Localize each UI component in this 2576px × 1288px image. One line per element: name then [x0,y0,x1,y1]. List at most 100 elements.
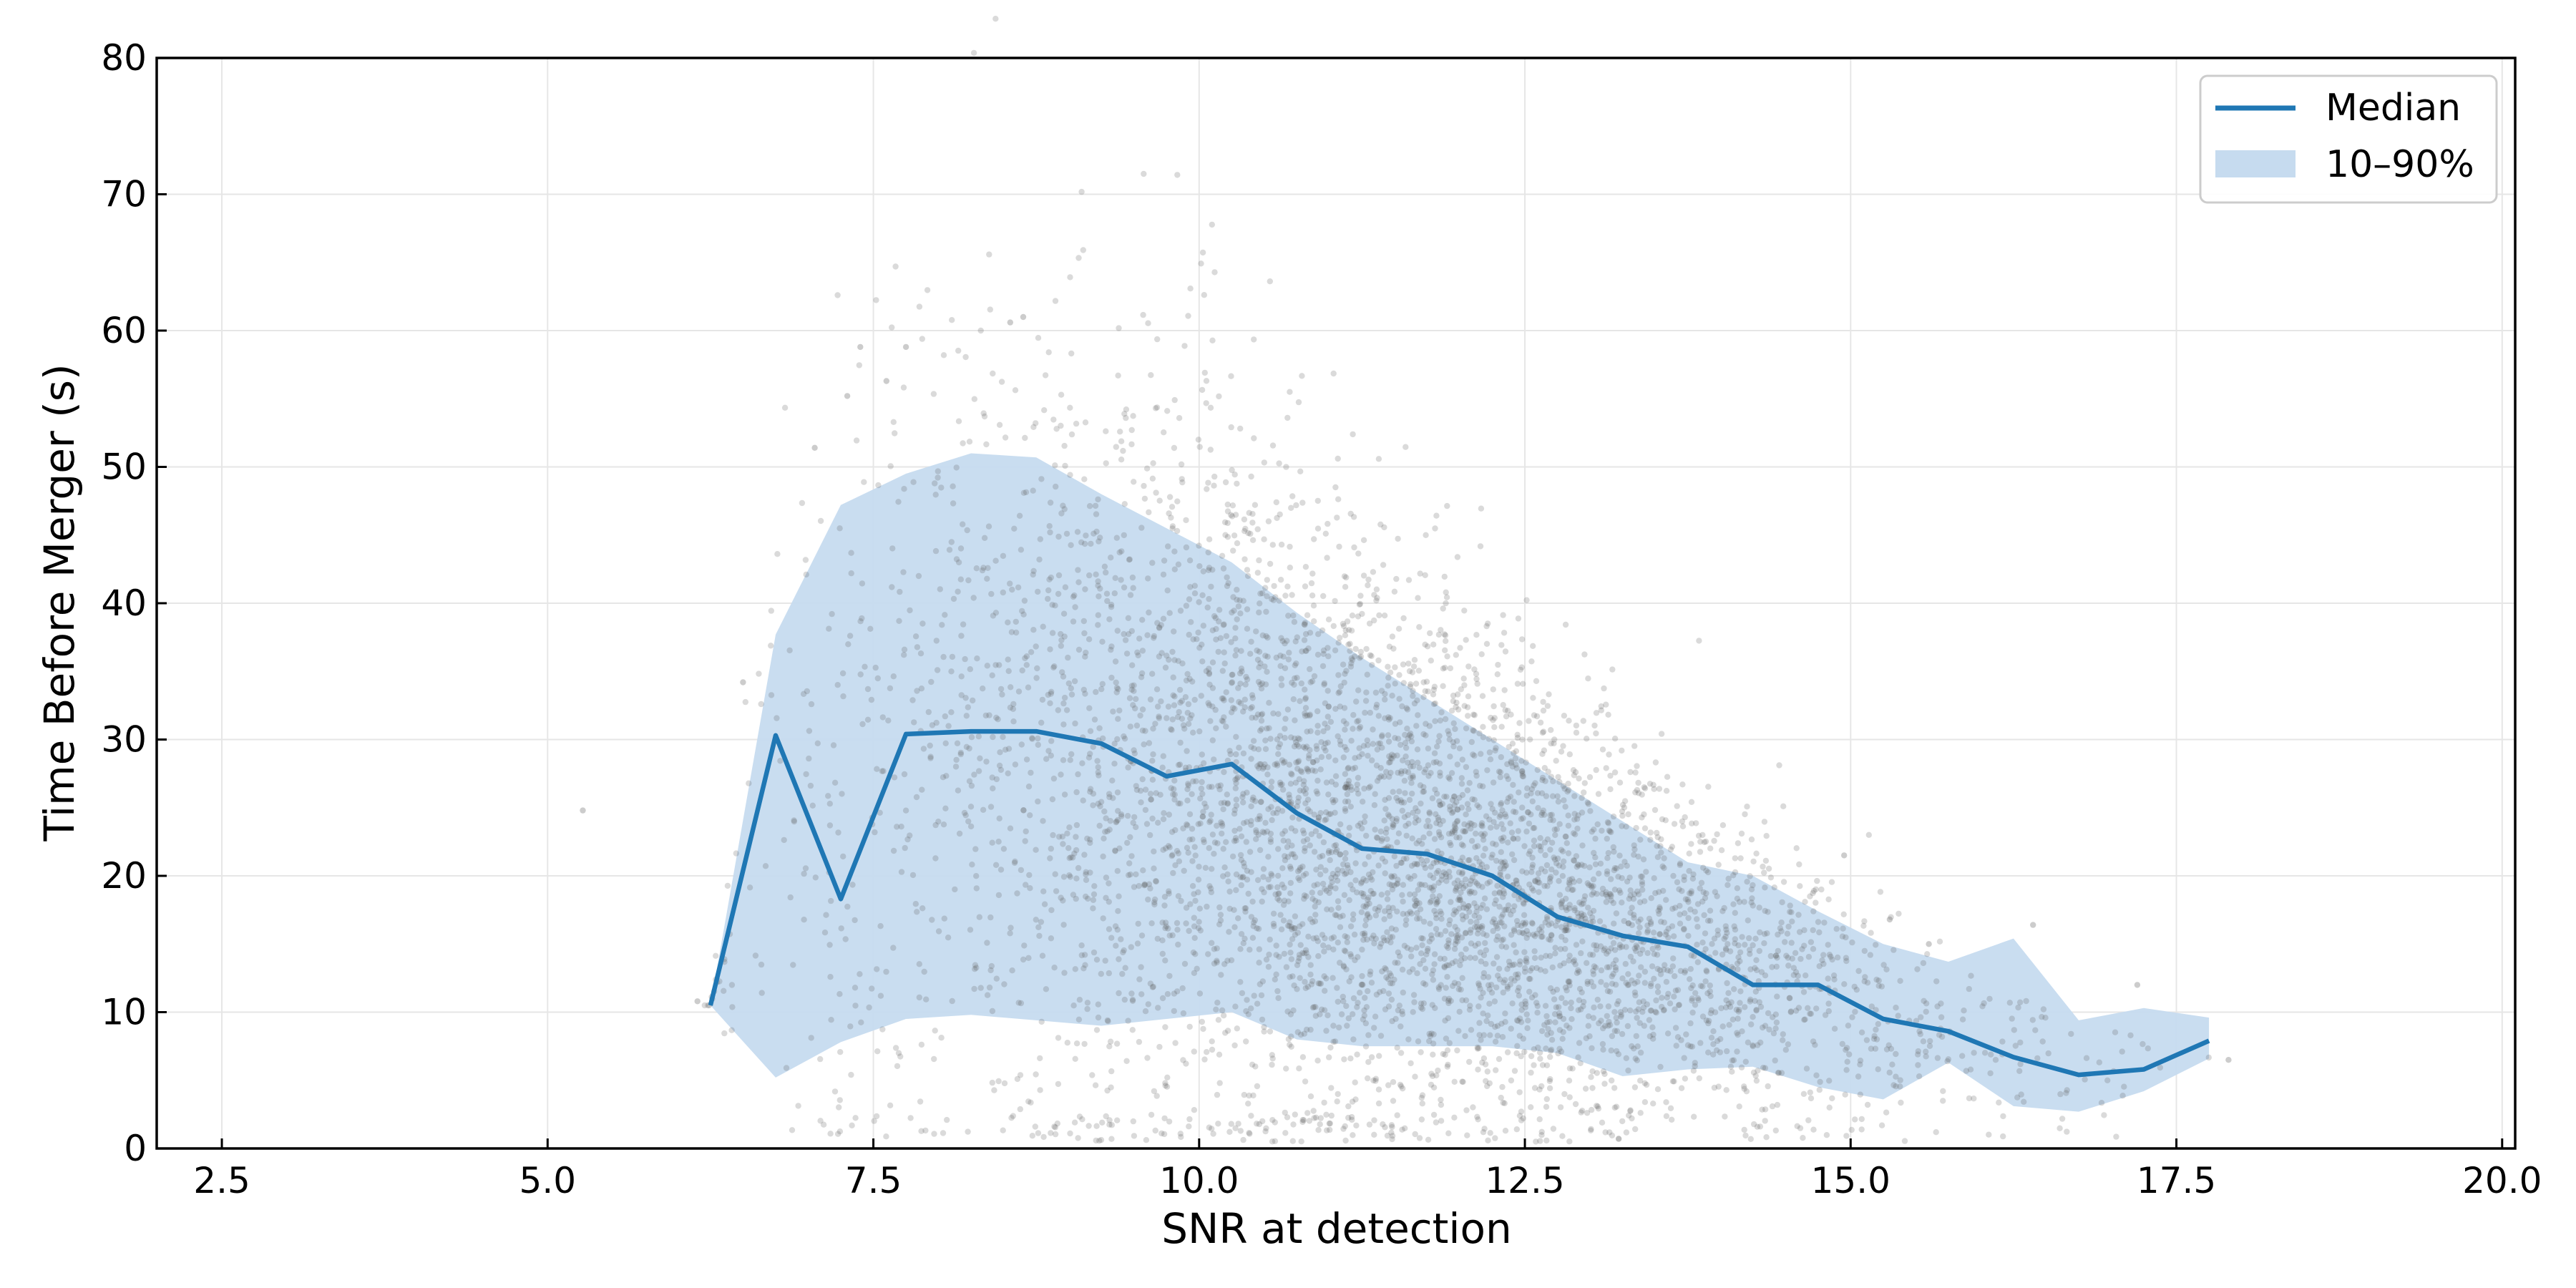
scatter-point [1574,862,1581,868]
scatter-point [1778,919,1785,926]
scatter-point [911,719,917,726]
scatter-point [1747,996,1754,1003]
scatter-point [1332,773,1340,779]
scatter-point [1232,625,1239,631]
scatter-point [1651,975,1657,982]
scatter-point [1327,883,1334,889]
scatter-point [1025,784,1033,790]
scatter-point [1290,1121,1297,1128]
scatter-point [1253,827,1259,834]
scatter-point [1466,857,1473,864]
scatter-point [1185,781,1191,787]
scatter-point [1479,823,1485,829]
scatter-point [1566,1094,1573,1101]
scatter-point [1477,949,1484,956]
scatter-point [1153,878,1159,885]
scatter-point [1095,582,1101,589]
scatter-point [1160,753,1167,759]
scatter-point [1757,1003,1765,1010]
scatter-point [1311,882,1317,889]
scatter-point [1749,895,1755,902]
scatter-point [1619,823,1625,829]
scatter-point [1352,877,1359,884]
scatter-point [2006,1000,2013,1006]
scatter-point [1050,831,1056,839]
scatter-point [1389,816,1396,822]
scatter-point [1345,641,1352,648]
scatter-point [1349,613,1356,619]
scatter-point [1117,429,1123,435]
scatter-point [1118,438,1125,444]
scatter-point [1297,975,1303,982]
scatter-point [1213,725,1219,731]
scatter-point [1692,990,1699,997]
scatter-point [1239,990,1246,997]
scatter-point [1626,895,1632,902]
scatter-point [1164,1074,1171,1081]
scatter-point [1511,836,1517,842]
scatter-point [1100,735,1106,742]
scatter-point [1551,740,1557,747]
scatter-point [1155,819,1161,826]
scatter-point [1529,965,1536,972]
scatter-point [1502,977,1508,983]
scatter-point [1206,670,1213,676]
scatter-point [1443,878,1450,884]
scatter-point [1138,932,1146,939]
scatter-point [1364,912,1371,919]
scatter-point [1257,761,1263,768]
scatter-point [1420,1000,1428,1007]
scatter-point [1734,885,1741,892]
scatter-point [1299,1054,1307,1060]
scatter-point [1695,997,1702,1003]
scatter-point [1746,935,1752,942]
scatter-point [1228,373,1234,379]
scatter-point [1382,796,1388,804]
scatter-point [1437,769,1443,776]
scatter-point [1342,871,1348,877]
scatter-point [1430,1031,1437,1038]
scatter-point [1533,930,1541,937]
scatter-point [1405,769,1412,776]
scatter-point [1408,738,1415,745]
scatter-point [1199,386,1206,394]
scatter-point [1471,900,1478,907]
scatter-point [1064,1040,1071,1046]
scatter-point [1340,1126,1347,1132]
scatter-point [941,915,948,922]
scatter-point [1282,1109,1289,1116]
scatter-point [1659,995,1665,1001]
scatter-point [1317,864,1324,870]
scatter-point [1401,942,1408,949]
scatter-point [1058,643,1065,649]
scatter-point [1279,786,1287,793]
scatter-point [1485,1013,1491,1019]
scatter-point [1058,510,1065,517]
scatter-point [1075,255,1082,261]
scatter-point [1149,776,1156,783]
scatter-point [1262,737,1269,744]
scatter-point [1402,1125,1408,1132]
scatter-point [1538,929,1545,935]
scatter-point [1544,703,1551,709]
scatter-point [1765,909,1771,915]
scatter-point [1531,782,1537,789]
scatter-point [1555,1050,1561,1057]
scatter-point [1060,922,1067,928]
scatter-point [1263,1125,1269,1132]
scatter-point [1347,510,1354,517]
scatter-point [1048,738,1055,744]
scatter-point [1352,1079,1358,1085]
scatter-point [1831,1025,1838,1032]
scatter-point [781,404,789,411]
scatter-point [1224,791,1231,798]
scatter-point [1518,816,1525,822]
scatter-point [1341,705,1348,711]
scatter-point [1410,663,1418,670]
scatter-point [873,297,879,303]
scatter-point [1888,914,1894,920]
scatter-point [1008,629,1015,635]
scatter-point [1792,1008,1800,1014]
scatter-point [1535,879,1541,886]
scatter-point [1298,680,1305,687]
